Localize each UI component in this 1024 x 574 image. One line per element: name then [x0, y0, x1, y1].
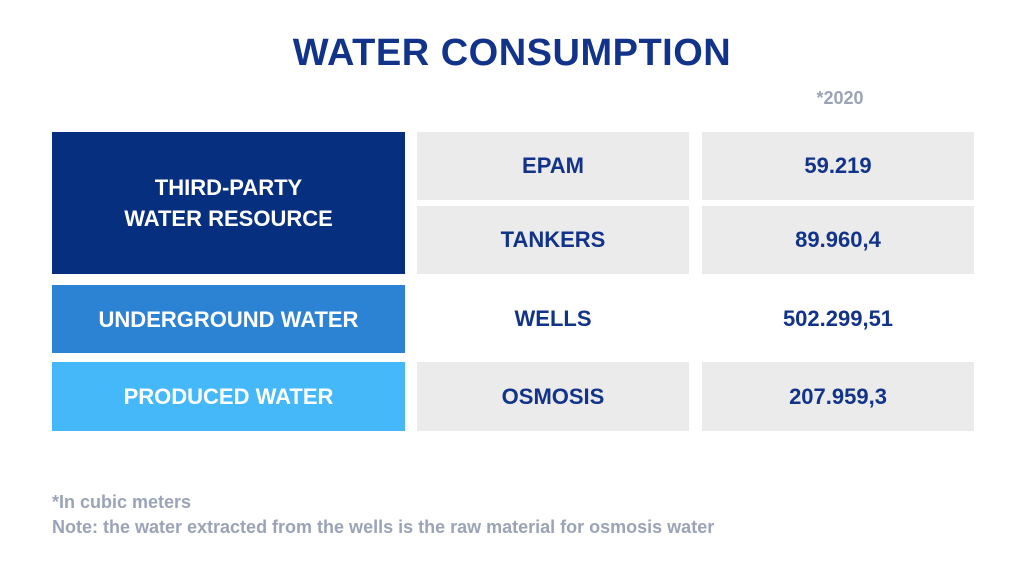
value-cell-wells: 502.299,51 — [702, 285, 974, 353]
source-cell-wells: WELLS — [417, 285, 689, 353]
category-underground-water: UNDERGROUND WATER — [52, 285, 405, 353]
category-line: PRODUCED WATER — [123, 384, 334, 409]
value-cell-osmosis: 207.959,3 — [702, 362, 974, 431]
value-cell-tankers: 89.960,4 — [702, 206, 974, 274]
unit-note: *In cubic meters — [52, 492, 192, 512]
category-third-party-water-resource: THIRD-PARTY WATER RESOURCE — [52, 132, 405, 274]
source-cell-osmosis: OSMOSIS — [417, 362, 689, 431]
source-cell-tankers: TANKERS — [417, 206, 689, 274]
source-cell-epam: EPAM — [417, 132, 689, 200]
page-title: WATER CONSUMPTION — [292, 32, 732, 74]
footnote: Note: the water extracted from the wells… — [52, 517, 715, 537]
year-label: *2020 — [816, 88, 864, 108]
category-line: WATER RESOURCE — [124, 206, 333, 231]
category-produced-water: PRODUCED WATER — [52, 362, 405, 431]
category-line: UNDERGROUND WATER — [98, 306, 359, 332]
category-line: THIRD-PARTY — [154, 175, 303, 200]
value-cell-epam: 59.219 — [702, 132, 974, 200]
